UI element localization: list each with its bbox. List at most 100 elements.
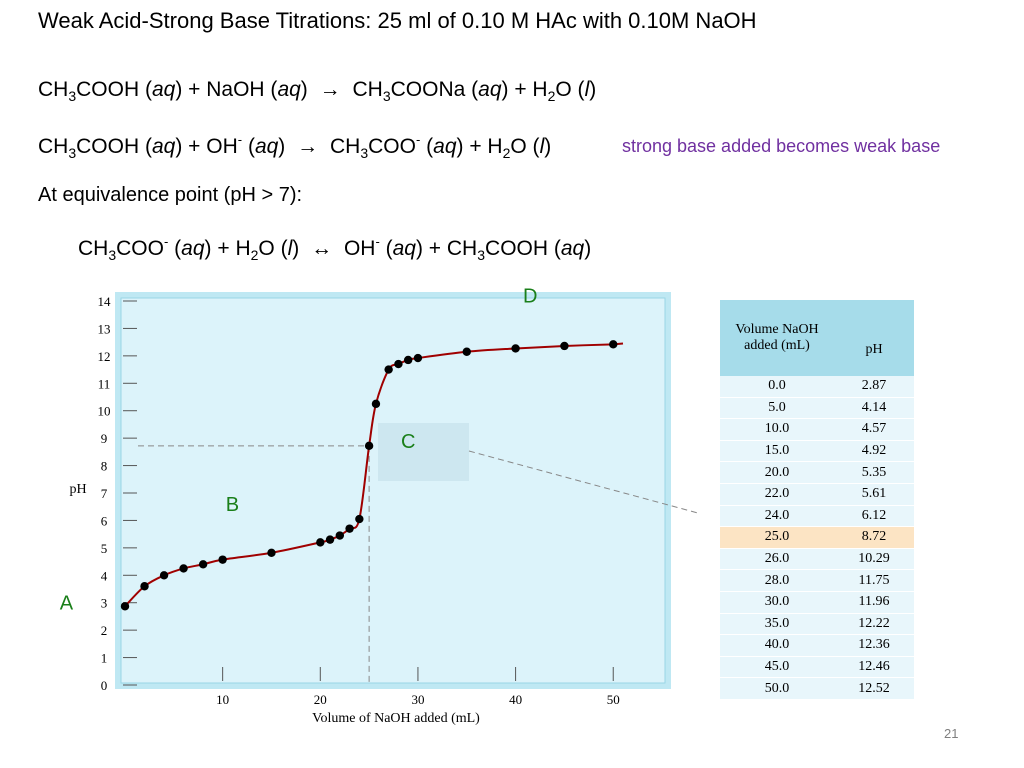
region-label-a: A — [60, 593, 74, 615]
region-label-c: C — [401, 431, 415, 453]
table-row: 24.0 6.12 — [720, 505, 914, 528]
y-tick-label: 9 — [101, 431, 108, 446]
table-row: 25.0 8.72 — [720, 526, 914, 549]
cell-ph: 6.12 — [834, 505, 914, 528]
titration-data-table: Volume NaOH added (mL) pH 0.0 2.87 5.0 4.14 1… — [720, 300, 914, 700]
y-tick-label: 1 — [101, 651, 108, 666]
cell-ph: 12.22 — [834, 613, 914, 636]
table-row: 45.0 12.46 — [720, 656, 914, 679]
column-header-volume: Volume NaOH added (mL) — [720, 300, 834, 376]
data-point — [394, 359, 403, 369]
cell-ph: 2.87 — [834, 376, 914, 398]
table-row: 15.0 4.92 — [720, 440, 914, 463]
equivalence-guides — [138, 445, 700, 683]
table-row: 28.0 11.75 — [720, 569, 914, 592]
y-tick-label: 11 — [98, 376, 111, 391]
cell-ph: 8.72 — [834, 526, 914, 549]
slide-number: 21 — [944, 726, 959, 741]
cell-ph: 5.35 — [834, 461, 914, 484]
y-tick-label: 6 — [101, 513, 108, 528]
cell-volume: 28.0 — [720, 569, 834, 592]
y-axis-label: pH — [69, 482, 86, 497]
cell-volume: 45.0 — [720, 656, 834, 679]
cell-volume: 10.0 — [720, 418, 834, 441]
cell-volume: 35.0 — [720, 613, 834, 636]
titration-curve — [124, 342, 624, 607]
table-row: 10.0 4.57 — [720, 418, 914, 441]
region-label-b: B — [226, 494, 239, 516]
cell-ph: 11.96 — [834, 591, 914, 614]
data-point — [159, 571, 169, 580]
equation-neutralization-ionic: CH3COOH (aq) + OH- (aq) → CH3COO- (aq) +… — [38, 132, 552, 161]
cell-volume: 30.0 — [720, 591, 834, 614]
data-point — [218, 555, 227, 564]
cell-ph: 4.14 — [834, 397, 914, 420]
y-tick-label: 12 — [98, 349, 111, 364]
data-point — [511, 344, 520, 353]
table-row: 40.0 12.36 — [720, 634, 914, 657]
equilibrium-arrow-icon: ↔ — [311, 237, 333, 260]
y-tick-label: 0 — [101, 678, 108, 693]
y-tick-label: 13 — [98, 321, 111, 336]
y-tick-label: 8 — [101, 459, 108, 474]
plot-area — [120, 297, 666, 684]
x-axis-label: Volume of NaOH added (mL) — [312, 711, 480, 726]
y-tick-label: 14 — [98, 294, 112, 309]
table-row: 0.0 2.87 — [720, 376, 914, 398]
data-point — [316, 538, 325, 547]
data-point — [462, 347, 471, 356]
x-tick-label: 40 — [509, 692, 522, 707]
cell-ph: 5.61 — [834, 483, 914, 506]
data-point — [355, 514, 364, 524]
cell-volume: 20.0 — [720, 461, 834, 484]
cell-ph: 4.92 — [834, 440, 914, 463]
cell-volume: 22.0 — [720, 483, 834, 506]
table-row: 35.0 12.22 — [720, 613, 914, 636]
cell-ph: 12.46 — [834, 656, 914, 679]
data-point — [325, 535, 335, 544]
data-point — [364, 441, 374, 451]
column-header-ph: pH — [834, 300, 914, 376]
slide-title: Weak Acid-Strong Base Titrations: 25 ml … — [38, 8, 757, 33]
data-point — [609, 340, 618, 349]
table-row: 22.0 5.61 — [720, 483, 914, 506]
x-tick-label: 50 — [607, 692, 620, 707]
cell-volume: 50.0 — [720, 677, 834, 700]
y-tick-label: 2 — [101, 623, 108, 638]
cell-ph: 4.57 — [834, 418, 914, 441]
data-point — [120, 602, 130, 611]
reaction-arrow-icon: → — [319, 78, 341, 101]
y-tick-label: 5 — [101, 541, 108, 556]
data-point — [267, 548, 276, 557]
x-axis: 10 20 30 40 50 — [216, 667, 620, 707]
equivalence-point-heading: At equivalence point (pH > 7): — [38, 184, 303, 206]
cell-ph: 12.36 — [834, 634, 914, 657]
table-row: 20.0 5.35 — [720, 461, 914, 484]
data-point — [413, 353, 423, 363]
weak-base-note: strong base added becomes weak base — [622, 136, 941, 156]
cell-volume: 25.0 — [720, 526, 834, 549]
data-point — [198, 560, 208, 569]
table-row: 30.0 11.96 — [720, 591, 914, 614]
table-row: 26.0 10.29 — [720, 548, 914, 571]
reaction-arrow-icon: → — [297, 135, 319, 158]
equation-neutralization-molecular: CH3COOH (aq) + NaOH (aq) → CH3COONa (aq)… — [38, 78, 597, 104]
cell-volume: 26.0 — [720, 548, 834, 571]
table-row: 50.0 12.52 — [720, 677, 914, 700]
y-tick-label: 7 — [101, 486, 108, 501]
cell-volume: 5.0 — [720, 397, 834, 420]
region-labels: A B C D — [60, 286, 538, 615]
inset-highlight-box — [378, 423, 469, 481]
data-point — [384, 365, 393, 374]
data-point — [140, 582, 149, 591]
table-header-row: Volume NaOH added (mL) pH — [720, 300, 914, 376]
data-point — [345, 524, 354, 533]
data-point — [403, 355, 413, 365]
x-tick-label: 30 — [411, 692, 424, 707]
y-tick-label: 10 — [98, 404, 111, 419]
cell-volume: 40.0 — [720, 634, 834, 657]
cell-ph: 10.29 — [834, 548, 914, 571]
cell-volume: 24.0 — [720, 505, 834, 528]
